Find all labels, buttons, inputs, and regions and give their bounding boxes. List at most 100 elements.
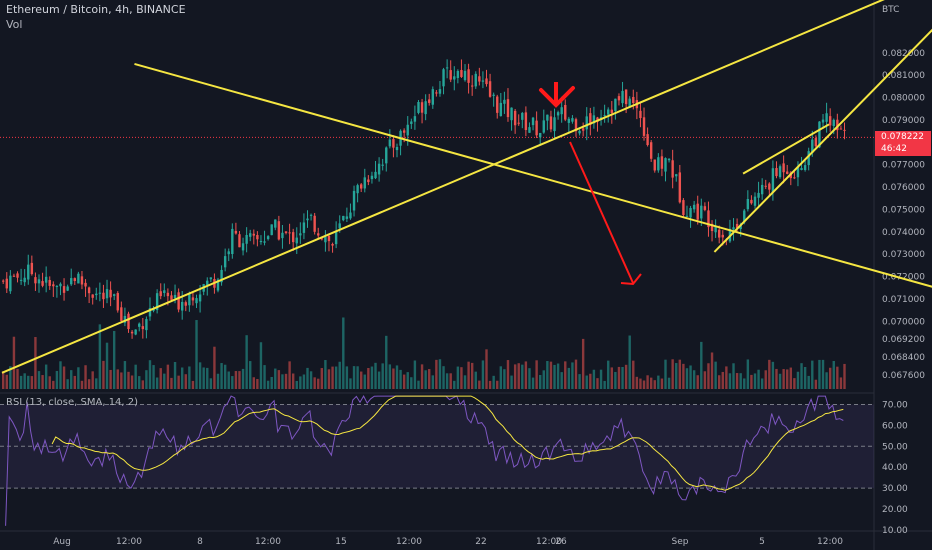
candle-body bbox=[216, 279, 220, 291]
candle-body bbox=[73, 278, 76, 282]
volume-bar bbox=[721, 371, 724, 389]
volume-bar bbox=[460, 367, 463, 389]
volume-bar bbox=[377, 371, 381, 389]
volume-bar bbox=[428, 369, 431, 389]
candle-body bbox=[66, 286, 69, 291]
candles-group bbox=[2, 59, 846, 339]
trendline-wedge-lower bbox=[713, 28, 932, 253]
candle-body bbox=[521, 112, 524, 120]
candle-body bbox=[456, 70, 460, 78]
volume-bar bbox=[821, 359, 825, 389]
candle-body bbox=[478, 76, 481, 82]
candle-body bbox=[98, 292, 102, 294]
candle-body bbox=[227, 251, 230, 255]
volume-bar bbox=[707, 363, 710, 389]
volume-bar bbox=[660, 378, 664, 389]
candle-body bbox=[539, 132, 542, 138]
volume-bar bbox=[431, 375, 434, 389]
candle-body bbox=[757, 192, 760, 198]
volume-bar bbox=[52, 380, 55, 389]
volume-bar bbox=[388, 364, 392, 389]
candle-body bbox=[141, 326, 145, 330]
volume-bar bbox=[406, 372, 409, 389]
candle-body bbox=[617, 96, 621, 101]
volume-bar bbox=[112, 330, 116, 389]
price-tick-label: 0.073000 bbox=[882, 250, 925, 260]
candle-body bbox=[281, 232, 284, 239]
volume-bar bbox=[198, 362, 202, 389]
candle-body bbox=[535, 120, 538, 136]
volume-bar bbox=[410, 377, 413, 389]
volume-bar bbox=[216, 373, 220, 389]
price-tick-label: 0.080000 bbox=[882, 94, 925, 104]
volume-bar bbox=[184, 374, 187, 389]
volume-bar bbox=[120, 372, 123, 389]
volume-bar bbox=[302, 374, 306, 389]
volume-bar bbox=[402, 374, 406, 389]
volume-bar bbox=[592, 369, 596, 389]
volume-bar bbox=[385, 335, 388, 389]
candle-body bbox=[116, 293, 119, 311]
volume-bar bbox=[607, 360, 610, 389]
volume-bar bbox=[155, 377, 159, 389]
volume-bar bbox=[173, 361, 177, 389]
volume-bar bbox=[642, 380, 646, 389]
volume-bar bbox=[392, 368, 395, 389]
volume-bar bbox=[34, 337, 37, 389]
volume-bar bbox=[188, 366, 191, 389]
candle-body bbox=[295, 237, 298, 244]
candle-body bbox=[191, 297, 195, 301]
time-tick-label: 12:00 bbox=[396, 537, 422, 547]
volume-bar bbox=[413, 360, 417, 389]
candle-body bbox=[12, 275, 16, 277]
volume-bar bbox=[506, 360, 510, 389]
candle-body bbox=[334, 231, 338, 245]
rsi-tick-label: 70.00 bbox=[882, 400, 908, 410]
volume-bar bbox=[291, 373, 295, 389]
volume-bar bbox=[202, 367, 205, 389]
candle-body bbox=[84, 282, 87, 287]
candle-body bbox=[266, 236, 270, 240]
candle-body bbox=[832, 119, 835, 127]
candle-body bbox=[564, 104, 567, 120]
volume-bar bbox=[732, 363, 735, 389]
volume-bar bbox=[166, 364, 170, 389]
candle-body bbox=[9, 275, 12, 292]
volume-bar bbox=[66, 379, 69, 389]
candle-body bbox=[181, 301, 184, 311]
candle-body bbox=[481, 80, 485, 82]
rsi-legend[interactable]: RSI (13, close, SMA, 14, 2) bbox=[6, 397, 139, 408]
candle-body bbox=[760, 184, 764, 195]
candle-body bbox=[123, 315, 127, 323]
volume-bar bbox=[485, 349, 488, 389]
volume-bar bbox=[768, 359, 771, 389]
current-price-tag: 0.078222 46:42 bbox=[875, 131, 931, 156]
candle-body bbox=[306, 218, 309, 221]
volume-bar bbox=[334, 366, 338, 389]
candle-body bbox=[607, 109, 610, 115]
volume-bar bbox=[148, 360, 152, 389]
candle-body bbox=[513, 110, 517, 126]
candle-body bbox=[589, 113, 592, 125]
volume-bar bbox=[116, 369, 119, 389]
volume-bar bbox=[535, 360, 538, 389]
candle-body bbox=[571, 118, 574, 122]
candle-body bbox=[288, 232, 291, 234]
volume-bar bbox=[528, 368, 531, 389]
volume-bar bbox=[664, 359, 667, 389]
candle-body bbox=[621, 90, 624, 104]
volume-bar bbox=[9, 366, 12, 389]
current-price-value: 0.078222 bbox=[881, 132, 924, 142]
price-axis-currency: BTC bbox=[882, 5, 899, 15]
volume-bar bbox=[338, 361, 341, 389]
rsi-tick-label: 10.00 bbox=[882, 526, 908, 536]
volume-bar bbox=[513, 364, 517, 389]
symbol-title[interactable]: Ethereum / Bitcoin, 4h, BINANCE bbox=[6, 3, 186, 16]
price-tick-label: 0.074000 bbox=[882, 228, 925, 238]
candle-body bbox=[710, 223, 714, 232]
candle-body bbox=[718, 229, 721, 238]
volume-bar bbox=[825, 372, 828, 389]
candle-body bbox=[19, 279, 23, 281]
volume-bar bbox=[288, 361, 291, 389]
